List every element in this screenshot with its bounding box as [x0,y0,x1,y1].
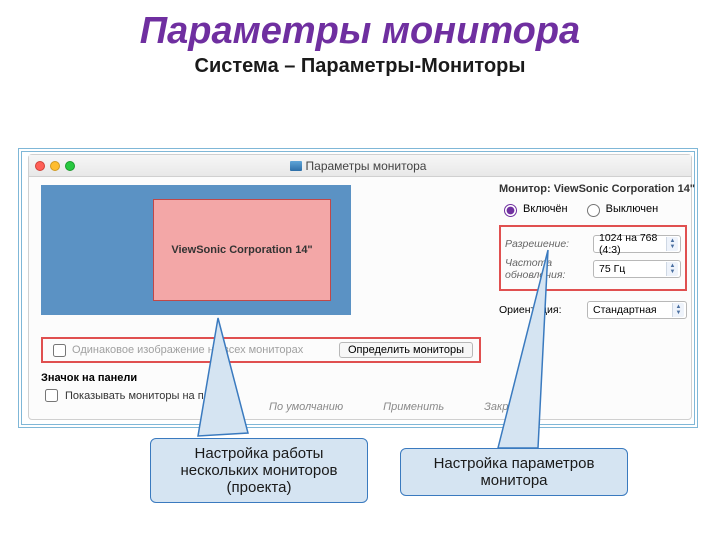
orientation-value: Стандартная [593,304,657,316]
panel-icon-checkbox[interactable] [45,389,58,402]
monitor-label-prefix: Монитор: [499,183,551,195]
callout-pointer-left [198,318,278,448]
stepper-icon: ▲▼ [672,303,684,317]
page-subtitle: Система – Параметры-Мониторы [0,55,720,78]
monitor-preview-label: ViewSonic Corporation 14" [154,244,330,256]
callout-pointer-right [498,250,568,460]
titlebar: Параметры монитора [29,155,691,177]
monitor-icon [290,161,302,171]
power-on-radio[interactable] [504,204,517,217]
monitors-preview-area: ViewSonic Corporation 14" [41,185,351,315]
power-off-option[interactable]: Выключен [582,201,659,217]
apply-button[interactable]: Применить [383,401,444,413]
power-on-option[interactable]: Включён [499,201,568,217]
window-title-text: Параметры монитора [306,159,427,173]
close-icon[interactable] [35,161,45,171]
screenshot-frame: Параметры монитора ViewSonic Corporation… [18,148,698,428]
stepper-icon: ▲▼ [666,237,678,251]
stepper-icon: ▲▼ [666,262,678,276]
monitor-name: ViewSonic Corporation 14" [554,183,695,195]
window-controls [35,161,75,171]
refresh-select[interactable]: 75 Гц ▲▼ [593,260,681,278]
resolution-label: Разрешение: [505,238,593,250]
power-off-radio[interactable] [587,204,600,217]
power-off-label: Выключен [606,203,659,215]
defaults-button[interactable]: По умолчанию [269,401,343,413]
maximize-icon[interactable] [65,161,75,171]
callout-multi-monitor: Настройка работы нескольких мониторов (п… [150,438,368,503]
refresh-value: 75 Гц [599,263,625,275]
minimize-icon[interactable] [50,161,60,171]
window-body: ViewSonic Corporation 14" Одинаковое изо… [29,177,691,419]
resolution-select[interactable]: 1024 на 768 (4:3) ▲▼ [593,235,681,253]
window-title: Параметры монитора [75,159,641,173]
orientation-select[interactable]: Стандартная ▲▼ [587,301,687,319]
resolution-value: 1024 на 768 (4:3) [599,232,675,256]
dialog-buttons: По умолчанию Применить Закрыть [269,401,531,413]
detect-monitors-button[interactable]: Определить мониторы [339,342,473,358]
page-title: Параметры монитора [0,10,720,53]
monitor-preview[interactable]: ViewSonic Corporation 14" [153,199,331,301]
settings-window: Параметры монитора ViewSonic Corporation… [28,154,692,420]
mirror-checkbox[interactable] [53,344,66,357]
power-radio-group: Включён Выключен [499,201,687,217]
power-on-label: Включён [523,203,568,215]
selected-monitor-label: Монитор: ViewSonic Corporation 14" [499,183,687,195]
callout-monitor-params: Настройка параметров монитора [400,448,628,496]
